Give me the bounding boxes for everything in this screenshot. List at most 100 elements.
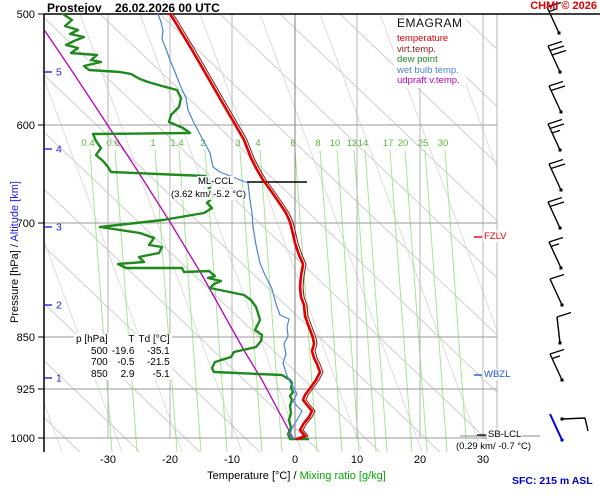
moist-adiabat-line bbox=[259, 14, 423, 452]
updraft-v-temp-curve bbox=[44, 30, 294, 439]
temp-tick-label: 30 bbox=[477, 454, 489, 466]
y-axis-pressure-label: Pressure [hPa] bbox=[9, 250, 21, 323]
wind-barb bbox=[549, 273, 565, 307]
sounding-table-row: 850 2.9 -5.1 bbox=[91, 368, 170, 380]
pressure-tick-label: 850 bbox=[17, 332, 35, 344]
mixing-ratio-label: 10 bbox=[330, 138, 341, 149]
copyright: CHMI © 2026 bbox=[530, 0, 597, 12]
dry-adiabat-line bbox=[44, 74, 441, 452]
wind-barb bbox=[547, 40, 567, 74]
mixing-ratio-label: 1 bbox=[150, 138, 155, 149]
surface-elevation-label: SFC: 215 m ASL bbox=[512, 475, 593, 487]
sblcl-label: SB-LCL bbox=[487, 429, 523, 440]
sounding-table-row: 500 -19.6 -35.1 bbox=[91, 345, 170, 357]
mixing-ratio-label: 1.4 bbox=[170, 138, 183, 149]
mlccl-detail: (3.62 km/ -5.2 °C) bbox=[170, 189, 248, 200]
mixing-ratio-label: 0.6 bbox=[106, 138, 119, 149]
legend-title: EMAGRAM bbox=[397, 16, 463, 30]
dry-adiabat-line bbox=[399, 14, 497, 108]
mixing-ratio-line bbox=[336, 149, 360, 452]
moist-adiabat-line bbox=[199, 14, 363, 452]
mixing-ratio-line bbox=[389, 149, 413, 452]
mlccl-label: ML-CCL bbox=[197, 176, 235, 187]
pressure-tick-label: 500 bbox=[17, 9, 35, 21]
moist-adiabat-line bbox=[560, 14, 600, 452]
pressure-tick-label: 700 bbox=[17, 218, 35, 230]
temp-tick-label: 10 bbox=[351, 454, 363, 466]
dry-adiabat-line bbox=[44, 131, 381, 452]
virt-temp-curve bbox=[172, 13, 324, 440]
wind-barb bbox=[556, 311, 572, 345]
altitude-tick-label: 3 bbox=[56, 222, 62, 234]
mixing-ratio-label: 30 bbox=[438, 138, 449, 149]
mixing-ratio-label: 14 bbox=[358, 138, 369, 149]
mixing-ratio-line bbox=[319, 149, 343, 452]
mixing-ratio-line bbox=[424, 149, 448, 452]
sblcl-detail: (0.29 km/ -0.7 °C) bbox=[455, 441, 533, 452]
moist-adiabat-line bbox=[319, 14, 483, 452]
dry-adiabat-line bbox=[159, 14, 497, 336]
sounding-table-header: T bbox=[128, 334, 135, 345]
mixing-ratio-label: 12 bbox=[347, 138, 358, 149]
mixing-ratio-line bbox=[154, 149, 178, 452]
wet-bulb-temp-curve bbox=[157, 13, 303, 440]
sounding-datetime: 26.02.2026 00 UTC bbox=[115, 1, 220, 15]
wind-barb bbox=[548, 236, 564, 270]
x-axis-mixing-label: Mixing ratio [g/kg] bbox=[299, 470, 386, 482]
temp-tick-label: 0 bbox=[292, 454, 298, 466]
sounding-table-header: Td [°C] bbox=[138, 334, 170, 345]
mixing-ratio-label: 8 bbox=[315, 138, 320, 149]
sounding-table-row: 700 -0.5 -21.5 bbox=[91, 357, 170, 368]
mixing-ratio-line bbox=[89, 149, 113, 452]
moist-adiabat-line bbox=[500, 14, 600, 452]
altitude-tick-label: 4 bbox=[56, 144, 62, 156]
sounding-table: p [hPa] T Td [°C] 500 -19.6 -35.1 700 -0.5 -21.… bbox=[74, 334, 172, 380]
wind-barb bbox=[548, 158, 566, 192]
mixing-ratio-line bbox=[178, 149, 202, 452]
legend-item: virt.temp. bbox=[397, 43, 437, 55]
temp-tick-label: 20 bbox=[414, 454, 426, 466]
dry-adiabat-line bbox=[44, 359, 141, 452]
y-axis-title: Pressure [hPa] / Altitude [km] bbox=[9, 181, 21, 323]
x-axis-title: Temperature [°C] / Mixing ratio [g/kg] bbox=[207, 470, 386, 482]
dry-adiabat-line bbox=[44, 17, 497, 450]
legend: EMAGRAM temperature virt.temp. dew point we… bbox=[394, 17, 466, 88]
wind-barb bbox=[546, 1, 562, 35]
pressure-tick-label: 1000 bbox=[11, 433, 35, 445]
dry-adiabat-line bbox=[459, 14, 497, 50]
mixing-ratio-label: 2 bbox=[200, 138, 205, 149]
dry-adiabat-line bbox=[339, 14, 497, 165]
altitude-tick-label: 5 bbox=[56, 67, 62, 79]
mixing-ratio-label: 4 bbox=[255, 138, 260, 149]
mixing-ratio-label: 25 bbox=[418, 138, 429, 149]
mixing-ratio-line bbox=[353, 149, 377, 452]
altitude-tick-label: 1 bbox=[56, 373, 62, 385]
legend-item: wet bulb temp. bbox=[397, 64, 459, 76]
mixing-ratio-line bbox=[259, 149, 283, 452]
legend-item: udpraft v.temp. bbox=[397, 75, 460, 86]
mixing-ratio-line bbox=[114, 149, 138, 452]
y-axis-altitude-label: Altitude [km] bbox=[9, 181, 21, 242]
moist-adiabat-line bbox=[439, 14, 497, 170]
mixing-ratio-line bbox=[444, 149, 468, 452]
wind-barb bbox=[560, 417, 589, 432]
moist-adiabat-line bbox=[0, 14, 2, 452]
fzlv-label: FZLV bbox=[483, 231, 508, 242]
pressure-tick-label: 925 bbox=[17, 384, 35, 396]
wind-barb bbox=[549, 413, 564, 442]
temp-tick-label: -20 bbox=[162, 454, 178, 466]
mixing-ratio-label: 3 bbox=[235, 138, 240, 149]
sounding-table-header: p [hPa] bbox=[76, 334, 108, 345]
mixing-ratio-label: 6 bbox=[290, 138, 295, 149]
wind-barb bbox=[547, 196, 565, 230]
station-name: Prostejov bbox=[47, 1, 102, 15]
dew-point-curve bbox=[61, 12, 310, 441]
temperature-curve bbox=[168, 12, 322, 441]
dry-adiabat-line bbox=[44, 245, 261, 452]
moist-adiabat-line bbox=[139, 14, 303, 452]
wind-barb bbox=[548, 80, 566, 114]
mixing-ratio-line bbox=[364, 149, 388, 452]
temp-tick-label: -10 bbox=[224, 454, 240, 466]
